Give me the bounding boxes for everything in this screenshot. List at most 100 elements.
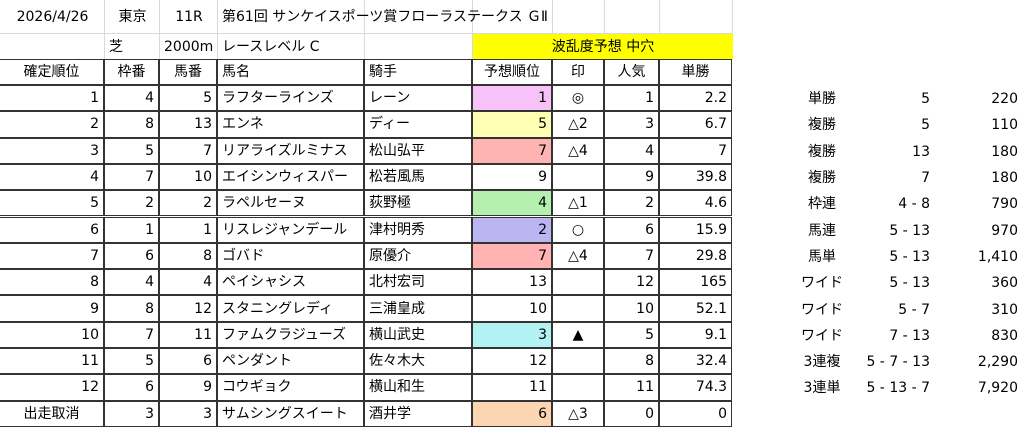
table-cell: 松若風馬 (364, 163, 472, 191)
payout-amount: 790 (991, 196, 1018, 213)
table-cell: 3 (472, 321, 552, 348)
table-cell: 7 (604, 242, 659, 270)
table-cell: ◎ (552, 85, 604, 112)
forecast: 波乱度予想 中穴 (473, 34, 733, 60)
table-cell: 7 (104, 321, 159, 348)
table-cell (552, 163, 604, 191)
table-cell: 3 (0, 137, 104, 164)
table-cell: △3 (552, 400, 604, 427)
payout-type: 複勝 (808, 117, 836, 134)
column-header: 騎手 (364, 59, 472, 85)
grid-cell (605, 0, 660, 34)
grid-cell (0, 34, 105, 60)
table-cell: 三浦皇成 (364, 295, 472, 322)
table-cell: 2 (104, 190, 159, 217)
table-cell: 15.9 (659, 216, 732, 243)
table-cell: ▲ (552, 321, 604, 348)
table-cell (552, 348, 604, 375)
table-cell: 7 (472, 242, 552, 270)
table-cell: 2.2 (659, 85, 732, 112)
race-level: レースレベル C (222, 39, 320, 55)
grid-cell (473, 0, 553, 34)
column-header: 予想順位 (472, 59, 552, 85)
payout-combo: 5 - 7 - 13 (866, 354, 930, 371)
table-cell: 9 (159, 374, 217, 401)
table-cell: 12 (159, 295, 217, 322)
grid-cell (160, 0, 218, 34)
table-cell: 佐々木大 (364, 348, 472, 375)
table-cell: 4 (104, 85, 159, 112)
payout-combo: 5 (921, 91, 930, 108)
table-cell: 5 (0, 190, 104, 217)
race-name: 第61回 サンケイスポーツ賞フローラステークス ＧⅡ (222, 9, 548, 25)
table-cell: 9 (472, 163, 552, 191)
payout-combo: 5 - 13 (889, 222, 930, 239)
table-cell: コウギョク (217, 374, 364, 401)
table-cell: エイシンウィスパー (217, 163, 364, 191)
column-header: 確定順位 (0, 59, 104, 85)
table-cell: 8 (0, 269, 104, 296)
table-cell: 5 (159, 85, 217, 112)
race-venue: 東京 (118, 9, 147, 25)
grid-cell (365, 0, 473, 34)
table-cell: 7 (104, 163, 159, 191)
table-cell: ディー (364, 111, 472, 138)
surface: 芝 (109, 39, 123, 55)
payout-amount: 970 (991, 222, 1018, 239)
payout-type: ワイド (801, 301, 843, 318)
table-cell: 1 (604, 85, 659, 112)
table-cell: 2 (0, 111, 104, 138)
table-cell: 8 (159, 242, 217, 270)
table-cell: 6.7 (659, 111, 732, 138)
table-cell: 13 (472, 269, 552, 296)
table-cell: 6 (104, 374, 159, 401)
table-cell: 4 (604, 137, 659, 164)
table-cell: 5 (104, 348, 159, 375)
payout-type: 3連複 (803, 354, 841, 371)
table-cell: 0 (604, 400, 659, 427)
table-cell: スタニングレディ (217, 295, 364, 322)
table-cell: 13 (159, 111, 217, 138)
table-cell: ファムクラジューズ (217, 321, 364, 348)
table-cell: 12 (472, 348, 552, 375)
table-cell: △1 (552, 190, 604, 217)
table-cell: リアライズルミナス (217, 137, 364, 164)
table-cell: 10 (0, 321, 104, 348)
table-cell: エンネ (217, 111, 364, 138)
table-cell: 4 (0, 163, 104, 191)
table-cell: ラフターラインズ (217, 85, 364, 112)
table-cell (552, 295, 604, 322)
table-cell: 12 (604, 269, 659, 296)
table-cell: 29.8 (659, 242, 732, 270)
payout-amount: 180 (991, 170, 1018, 187)
table-cell: ペイシャシス (217, 269, 364, 296)
table-cell: 11 (0, 348, 104, 375)
table-cell: 4 (472, 190, 552, 217)
table-cell: 1 (472, 85, 552, 112)
payout-combo: 4 - 8 (898, 196, 930, 213)
column-header: 単勝 (659, 59, 732, 85)
table-cell: ゴバド (217, 242, 364, 270)
table-cell: 9 (604, 163, 659, 191)
table-cell: 11 (159, 321, 217, 348)
table-cell: 7 (472, 137, 552, 164)
table-cell: 7 (659, 137, 732, 164)
table-cell: 荻野極 (364, 190, 472, 217)
table-cell: 横山和生 (364, 374, 472, 401)
payout-combo: 7 (921, 170, 930, 187)
table-cell: 10 (159, 163, 217, 191)
table-cell: 6 (159, 348, 217, 375)
payout-type: 馬単 (808, 248, 836, 265)
payout-type: 単勝 (808, 91, 836, 108)
payout-amount: 830 (991, 327, 1018, 344)
payout-combo: 5 - 7 (898, 301, 930, 318)
table-cell: 6 (0, 216, 104, 243)
payout-combo: 5 (921, 117, 930, 134)
table-cell: 3 (104, 400, 159, 427)
grid-cell (553, 0, 605, 34)
payout-amount: 7,920 (977, 380, 1018, 397)
table-cell: サムシングスイート (217, 400, 364, 427)
payout-type: 複勝 (808, 170, 836, 187)
table-cell: △4 (552, 242, 604, 270)
